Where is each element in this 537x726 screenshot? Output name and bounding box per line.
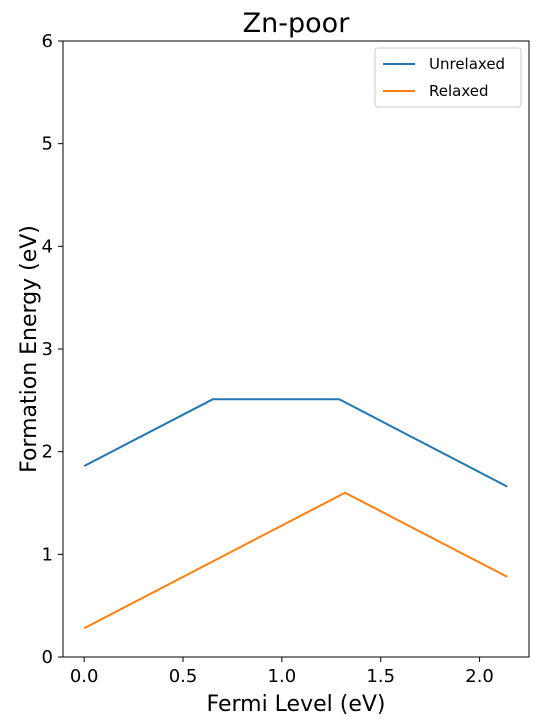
x-axis-ticks: 0.0 0.5 1.0 1.5 2.0 <box>70 657 494 687</box>
x-tick-label: 1.5 <box>366 666 395 687</box>
plot-area <box>62 40 530 658</box>
plot-frame <box>62 40 530 658</box>
y-tick-label: 5 <box>42 134 53 155</box>
series-lines <box>83 398 508 630</box>
chart-title: Zn-poor <box>243 8 351 39</box>
x-axis-label: Fermi Level (eV) <box>207 692 386 717</box>
y-tick-label: 3 <box>42 339 53 360</box>
y-axis-label: Formation Energy (eV) <box>17 225 42 473</box>
x-tick-label: 0.5 <box>169 666 198 687</box>
legend: Unrelaxed Relaxed <box>374 47 522 108</box>
legend-label: Unrelaxed <box>429 55 505 73</box>
y-tick-label: 2 <box>42 442 53 463</box>
y-tick-label: 1 <box>42 544 53 565</box>
legend-label: Relaxed <box>429 82 489 100</box>
y-tick-label: 6 <box>42 31 53 52</box>
x-tick-label: 1.0 <box>268 666 297 687</box>
y-axis-ticks: 0 1 2 3 4 5 6 <box>42 31 63 668</box>
x-tick-label: 2.0 <box>465 666 494 687</box>
series-line-relaxed <box>83 491 508 630</box>
y-tick-label: 0 <box>42 647 53 668</box>
series-line-unrelaxed <box>83 398 508 488</box>
legend-box <box>374 47 522 108</box>
x-tick-label: 0.0 <box>70 666 99 687</box>
y-tick-label: 4 <box>42 236 53 257</box>
